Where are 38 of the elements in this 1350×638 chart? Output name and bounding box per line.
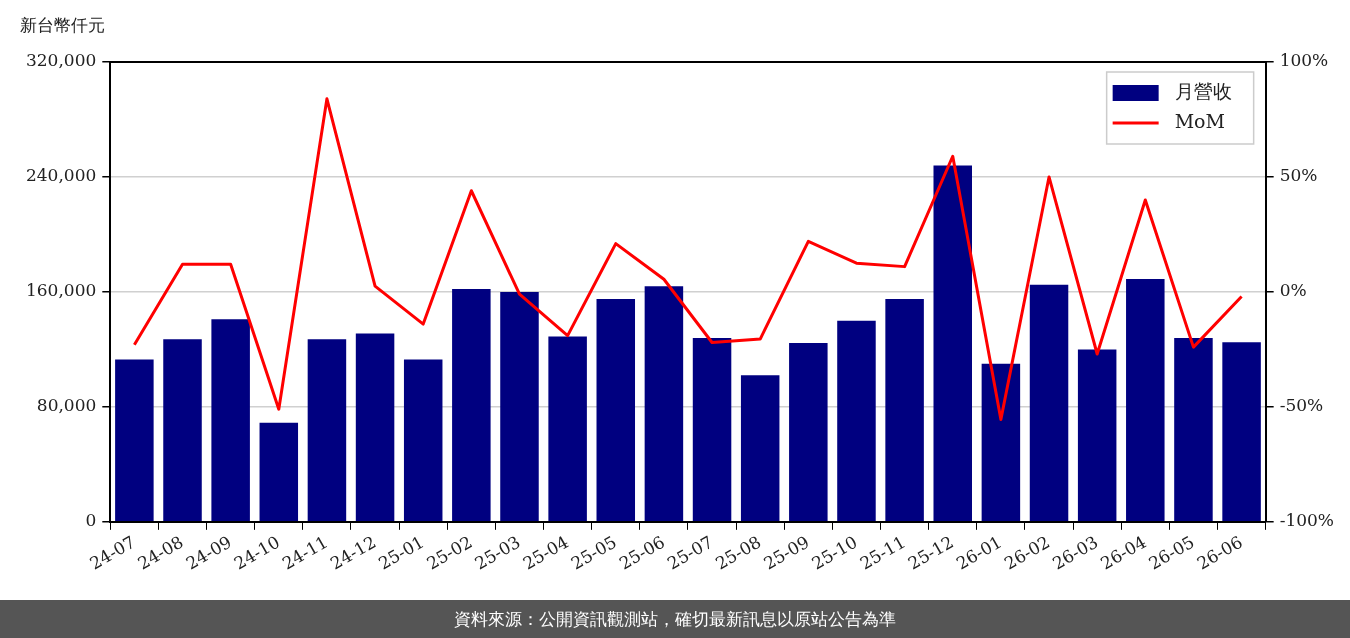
y2-tick-label: 50% xyxy=(1279,165,1318,186)
bar xyxy=(596,299,636,522)
y-axis-title: 新台幣仟元 xyxy=(20,14,105,37)
bar xyxy=(500,291,539,522)
y2-tick-label: -100% xyxy=(1279,510,1335,531)
y-tick-label: 80,000 xyxy=(36,395,97,416)
bar xyxy=(1126,278,1165,522)
y2-tick-label: 100% xyxy=(1279,50,1329,71)
bar xyxy=(1174,337,1213,522)
bar xyxy=(403,359,443,522)
y-tick-label: 320,000 xyxy=(25,50,97,71)
bar xyxy=(837,320,876,522)
bar xyxy=(885,299,924,522)
bar xyxy=(259,422,299,522)
bar xyxy=(933,165,972,522)
bar xyxy=(981,363,1021,522)
bar xyxy=(1077,349,1117,522)
bar xyxy=(211,319,250,522)
source-note: 資料來源：公開資訊觀測站，確切最新訊息以原站公告為準 xyxy=(0,600,1350,638)
y-tick-label: 0 xyxy=(85,510,97,531)
bar xyxy=(548,336,587,522)
y-tick-label: 160,000 xyxy=(25,280,97,301)
bar xyxy=(452,289,491,522)
bar xyxy=(644,286,684,522)
y2-tick-label: 0% xyxy=(1279,280,1307,301)
bar xyxy=(740,375,780,522)
bar xyxy=(307,339,347,522)
bar xyxy=(1029,284,1069,522)
bar xyxy=(163,339,202,522)
y-tick-label: 240,000 xyxy=(25,165,97,186)
y2-tick-label: -50% xyxy=(1279,395,1324,416)
bar xyxy=(355,333,395,522)
legend-label: MoM xyxy=(1174,109,1226,132)
bar xyxy=(789,342,828,522)
legend-label: 月營收 xyxy=(1174,79,1232,102)
bar xyxy=(1222,342,1261,522)
bar xyxy=(115,359,154,522)
bar xyxy=(692,337,732,522)
